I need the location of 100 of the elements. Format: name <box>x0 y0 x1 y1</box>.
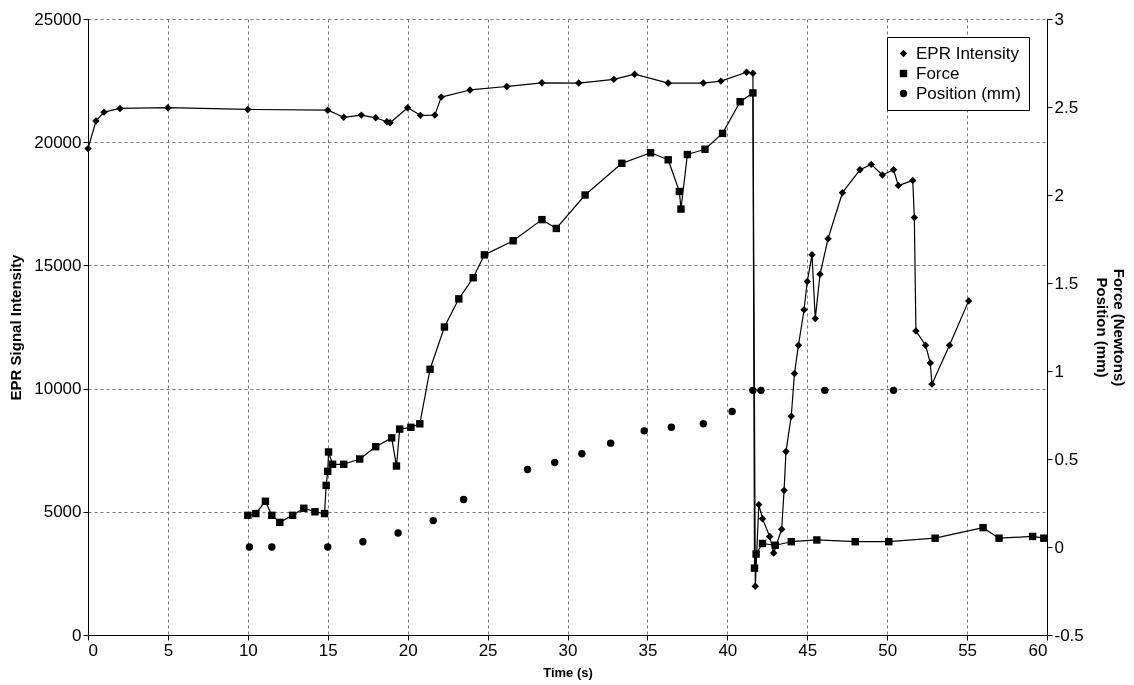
y2-tick-label: 2.5 <box>1054 97 1079 117</box>
point <box>765 532 774 541</box>
point <box>244 511 252 520</box>
y-axis-title: EPR Signal Intensity <box>7 253 25 401</box>
point <box>787 412 795 420</box>
y-tick-label: 15000 <box>34 255 82 275</box>
point <box>894 181 903 190</box>
point <box>910 213 919 222</box>
point <box>701 145 709 153</box>
point <box>116 104 124 113</box>
point <box>610 75 618 84</box>
point <box>755 500 763 509</box>
point <box>503 82 511 91</box>
x-tick-label: 60 <box>1028 640 1048 660</box>
point <box>371 114 380 122</box>
point <box>407 423 415 432</box>
point <box>749 89 757 97</box>
point <box>821 386 829 395</box>
point <box>356 455 364 463</box>
point <box>538 215 546 224</box>
x-tick-label: 45 <box>798 640 818 660</box>
x-tick-label: 40 <box>718 640 738 660</box>
point <box>440 323 449 331</box>
point <box>252 509 260 518</box>
point <box>394 529 402 537</box>
x-tick-label: 35 <box>638 640 658 660</box>
point <box>311 508 319 516</box>
point <box>268 543 276 551</box>
point <box>1040 534 1048 542</box>
point <box>403 104 412 112</box>
x-tick-label: 15 <box>318 640 338 660</box>
y-tick-label: 25000 <box>34 9 82 29</box>
point <box>782 447 790 456</box>
point <box>630 70 639 78</box>
point <box>889 166 898 174</box>
point <box>245 543 254 551</box>
point <box>926 359 935 367</box>
point <box>838 189 847 197</box>
x-axis-title: Time (s) <box>543 664 593 680</box>
y2-tick-label: 1 <box>1054 361 1064 381</box>
point <box>459 495 468 504</box>
point <box>813 536 821 544</box>
point <box>276 518 284 527</box>
point <box>244 105 252 114</box>
y2-tick-label: 0.5 <box>1054 449 1079 469</box>
point <box>800 306 808 314</box>
point <box>780 486 788 495</box>
point <box>322 481 330 490</box>
point <box>429 516 437 525</box>
point <box>523 465 532 474</box>
y2-tick-label: 2 <box>1054 185 1064 205</box>
y-tick-label: 10000 <box>34 379 82 399</box>
x-tick-label: 30 <box>558 640 578 660</box>
point <box>426 365 434 373</box>
y-tick-label: 20000 <box>34 132 82 152</box>
legend-label: Force <box>916 63 960 83</box>
point <box>667 423 676 432</box>
point <box>164 104 172 112</box>
point <box>728 407 736 416</box>
point <box>750 564 759 572</box>
point <box>578 450 586 458</box>
x-tick-label: 25 <box>478 640 498 660</box>
point <box>437 93 445 101</box>
x-tick-label: 20 <box>398 640 418 660</box>
point <box>574 79 583 87</box>
point <box>581 191 589 199</box>
point <box>395 425 404 433</box>
point <box>816 270 824 278</box>
point <box>909 176 917 185</box>
point <box>699 420 708 428</box>
y2-tick-label: 3 <box>1054 9 1064 29</box>
point <box>618 159 626 168</box>
point <box>84 144 92 153</box>
point <box>790 369 799 378</box>
point <box>551 458 559 467</box>
x-tick-label: 5 <box>163 640 174 660</box>
legend-label: Position (mm) <box>916 83 1021 103</box>
point <box>769 549 778 557</box>
point <box>340 113 348 122</box>
y-tick-label: 0 <box>72 625 82 645</box>
point <box>736 98 744 106</box>
point <box>758 514 767 523</box>
point <box>995 534 1003 542</box>
point <box>469 274 477 282</box>
point <box>640 427 648 435</box>
point <box>794 341 803 349</box>
y2-tick-label: -0.5 <box>1054 625 1084 645</box>
point <box>387 434 396 442</box>
legend-label: EPR Intensity <box>916 43 1020 63</box>
point <box>699 79 708 87</box>
point <box>757 386 765 395</box>
point <box>803 277 811 286</box>
point <box>777 525 786 533</box>
point <box>945 341 954 349</box>
x-tick-label: 10 <box>238 640 258 660</box>
point <box>324 448 333 456</box>
point <box>752 550 760 558</box>
point <box>416 111 425 120</box>
point <box>889 386 898 395</box>
x-tick-label: 0 <box>88 640 98 660</box>
